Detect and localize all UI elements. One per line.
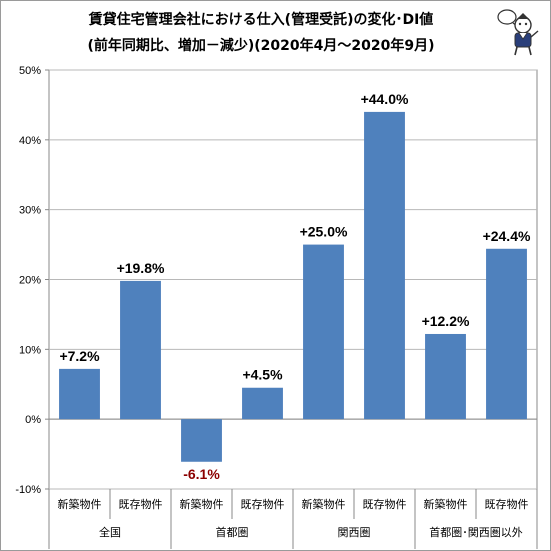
y-tick-label: 40% xyxy=(19,135,41,147)
bar-value-label: +19.8% xyxy=(117,260,165,276)
category-label: 既存物件 xyxy=(119,497,163,511)
bar xyxy=(120,280,161,420)
bar-value-label: +7.2% xyxy=(59,348,100,364)
category-label: 新築物件 xyxy=(424,497,468,511)
group-label: 関西圏 xyxy=(338,526,371,539)
y-tick-label: 20% xyxy=(19,275,41,287)
bar xyxy=(364,111,405,420)
bar xyxy=(242,387,283,420)
category-label: 新築物件 xyxy=(58,497,102,511)
chart-title-line2: (前年同期比、増加－減少)(2020年4月～2020年9月) xyxy=(87,38,435,54)
category-label: 既存物件 xyxy=(363,497,407,511)
bar-value-label: +44.0% xyxy=(361,91,409,107)
category-label: 既存物件 xyxy=(485,497,529,511)
group-label: 首都圏･関西圏以外 xyxy=(429,525,523,539)
category-label: 新築物件 xyxy=(180,497,224,511)
bar xyxy=(486,248,527,420)
group-label: 首都圏 xyxy=(216,525,249,539)
y-tick-label: 50% xyxy=(19,65,41,77)
bar xyxy=(303,244,344,420)
y-tick-label: 30% xyxy=(19,205,41,217)
bar xyxy=(425,333,466,420)
category-label: 既存物件 xyxy=(241,497,285,511)
y-tick-label: -10% xyxy=(15,484,41,496)
bar xyxy=(181,419,222,462)
y-tick-label: 10% xyxy=(19,344,41,356)
group-label: 全国 xyxy=(99,525,121,539)
mascot-icon xyxy=(497,9,539,56)
bar xyxy=(59,368,100,420)
bar-value-label: +25.0% xyxy=(300,224,348,240)
y-tick-label: 0% xyxy=(25,414,41,426)
bar-value-label: +4.5% xyxy=(242,367,283,383)
bar-value-label: +12.2% xyxy=(422,313,470,329)
chart-title-line1: 賃貸住宅管理会社における仕入(管理受託)の変化･DI値 xyxy=(88,12,434,28)
category-label: 新築物件 xyxy=(302,497,346,511)
bar-value-label: +24.4% xyxy=(483,228,531,244)
bar-value-label: -6.1% xyxy=(183,466,220,482)
